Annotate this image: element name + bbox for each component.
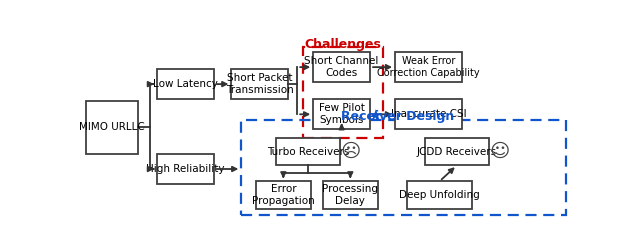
Text: Challenges: Challenges <box>305 38 381 51</box>
Text: ☹: ☹ <box>340 142 360 160</box>
Text: Low Latency: Low Latency <box>153 79 218 89</box>
Text: High Reliability: High Reliability <box>146 164 225 174</box>
Text: Short Packet
Transmission: Short Packet Transmission <box>226 73 294 95</box>
Text: Receiver Design: Receiver Design <box>341 110 454 123</box>
Bar <box>276 138 340 165</box>
Text: Deep Unfolding: Deep Unfolding <box>399 190 480 200</box>
Bar <box>157 154 214 184</box>
Text: Processing
Delay: Processing Delay <box>323 184 378 206</box>
Bar <box>313 99 370 129</box>
Bar <box>425 138 489 165</box>
Bar <box>313 52 370 82</box>
Text: ☺: ☺ <box>489 142 509 160</box>
Text: Error
Propagation: Error Propagation <box>252 184 315 206</box>
Bar <box>408 181 472 209</box>
Text: MIMO URLLC: MIMO URLLC <box>79 122 145 133</box>
Text: Weak Error
Correction Capability: Weak Error Correction Capability <box>377 56 480 78</box>
Bar <box>395 99 462 129</box>
Bar <box>395 52 462 82</box>
Text: Inaccurate CSI: Inaccurate CSI <box>390 109 467 119</box>
Text: Few Pilot
Symbols: Few Pilot Symbols <box>319 103 365 125</box>
Bar <box>157 69 214 99</box>
Text: JCDD Receivers: JCDD Receivers <box>417 147 497 157</box>
Bar <box>323 181 378 209</box>
Bar <box>231 69 288 99</box>
Text: Turbo Receivers: Turbo Receivers <box>267 147 349 157</box>
Bar <box>241 120 566 215</box>
Bar <box>256 181 310 209</box>
Text: Short Channel
Codes: Short Channel Codes <box>305 56 379 78</box>
Bar <box>86 101 138 154</box>
Bar <box>303 47 383 138</box>
Text: ★: ★ <box>368 108 382 123</box>
